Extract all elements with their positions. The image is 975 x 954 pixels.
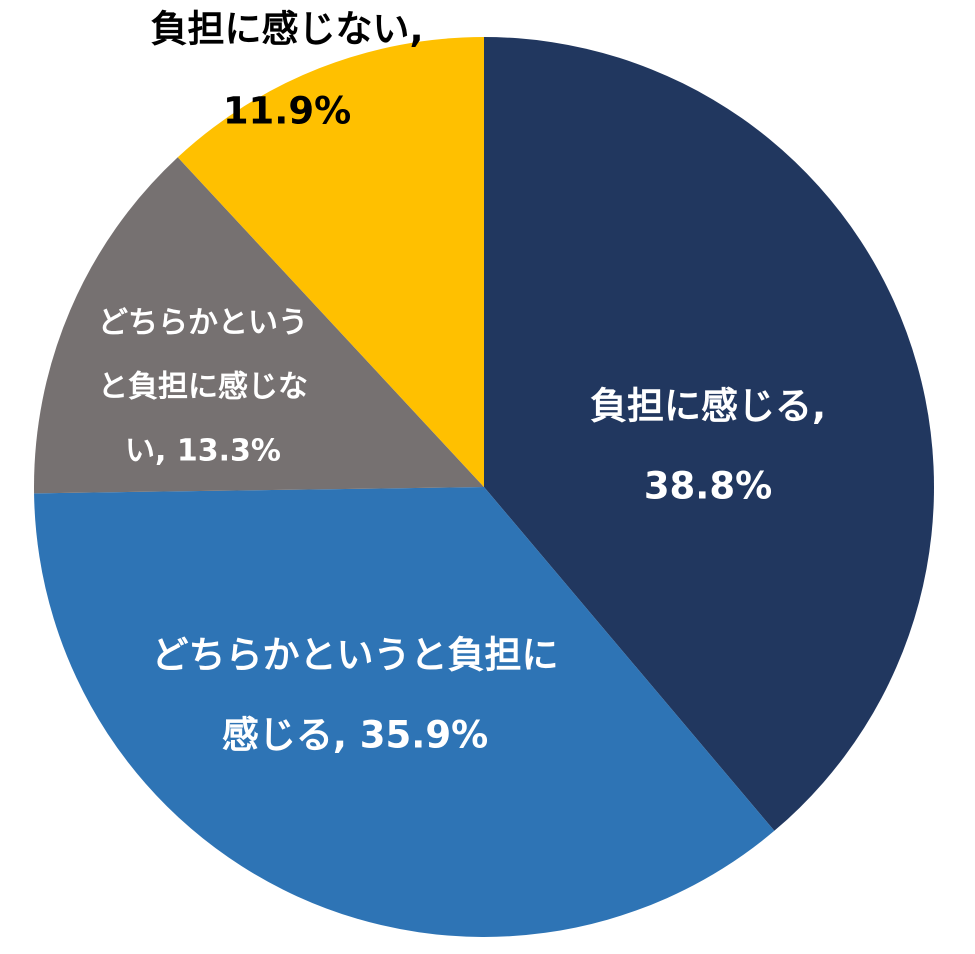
data-label-2: どちらかというと負担に感じない, 13.3% xyxy=(98,306,308,469)
data-label-1-line-1: 感じる, 35.9% xyxy=(222,714,488,757)
data-labels: 負担に感じる, 38.8%どちらかというと負担に感じる, 35.9%どちらかという… xyxy=(98,8,826,757)
pie-slice-1 xyxy=(34,487,775,937)
data-label-3: 負担に感じない, 11.9% xyxy=(150,8,423,133)
data-label-2-line-2: い, 13.3% xyxy=(125,434,281,469)
data-label-2-line-1: と負担に感じな xyxy=(98,370,308,405)
pie-slices xyxy=(34,36,935,937)
data-label-3-line-0: 負担に感じない, xyxy=(150,8,423,51)
data-label-3-line-1: 11.9% xyxy=(223,90,351,133)
pie-slice-2 xyxy=(34,157,485,494)
data-label-0-line-0: 負担に感じる, xyxy=(590,385,826,428)
data-label-0-line-1: 38.8% xyxy=(644,465,772,508)
data-label-1-line-0: どちらかというと負担に xyxy=(152,634,559,677)
pie-slice-0 xyxy=(484,37,935,831)
data-label-2-line-0: どちらかという xyxy=(98,306,308,341)
pie-slice-3 xyxy=(177,36,484,487)
data-label-0: 負担に感じる, 38.8% xyxy=(590,385,826,508)
data-label-1: どちらかというと負担に感じる, 35.9% xyxy=(152,634,559,757)
